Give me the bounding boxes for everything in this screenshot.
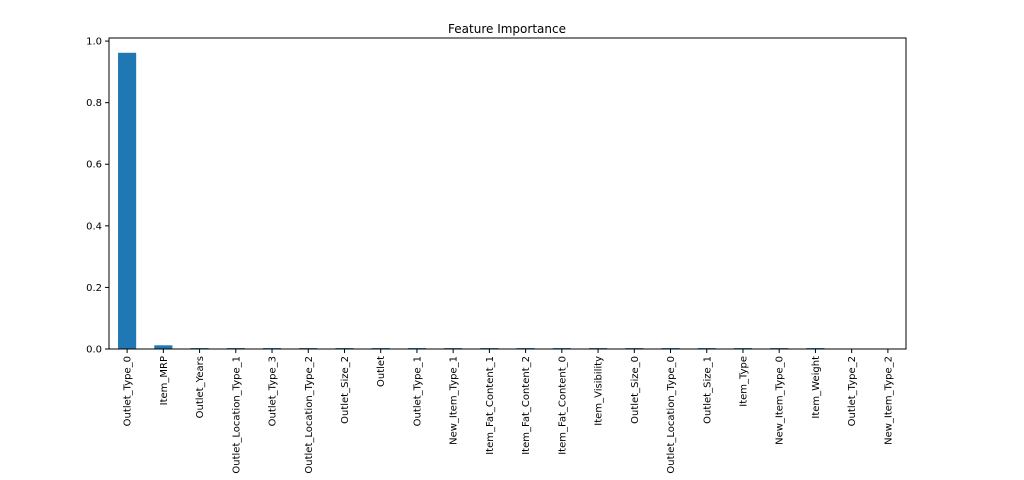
x-tick-label: Outlet_Type_0 xyxy=(123,356,134,426)
x-tick-label: Outlet_Years xyxy=(195,356,206,418)
x-tick-label: Item_Fat_Content_1 xyxy=(485,356,496,455)
x-tick-label: Item_Type xyxy=(738,356,749,407)
x-tick-label: Outlet_Location_Type_0 xyxy=(666,356,677,474)
x-tick-label: Outlet_Size_0 xyxy=(630,356,641,424)
x-tick-label: Item_Fat_Content_2 xyxy=(521,356,532,455)
y-tick-label: 0.0 xyxy=(86,345,102,356)
chart-title: Feature Importance xyxy=(448,22,566,36)
x-tick-label: Outlet_Type_3 xyxy=(268,356,279,426)
x-tick-label: Outlet_Size_2 xyxy=(340,356,351,424)
y-tick-label: 0.6 xyxy=(86,160,102,171)
x-tick-label: Outlet_Size_1 xyxy=(702,356,713,424)
y-tick-label: 0.8 xyxy=(86,98,102,109)
x-tick-label: Outlet xyxy=(376,356,387,387)
x-tick-label: Item_Visibility xyxy=(594,356,605,426)
axes-frame xyxy=(108,37,907,350)
x-tick-label: Outlet_Location_Type_1 xyxy=(231,356,242,474)
x-tick-label: New_Item_Type_1 xyxy=(449,356,460,445)
x-tick-label: Outlet_Location_Type_2 xyxy=(304,356,315,474)
x-tick-label: New_Item_Type_0 xyxy=(775,356,786,445)
x-tick-label: New_Item_Type_2 xyxy=(883,356,894,445)
bar xyxy=(154,345,173,349)
x-tick-label: Item_Fat_Content_0 xyxy=(557,356,568,455)
bar xyxy=(118,52,137,349)
y-tick-label: 1.0 xyxy=(86,37,102,48)
y-tick-label: 0.2 xyxy=(86,283,102,294)
x-tick-label: Outlet_Type_2 xyxy=(847,356,858,426)
x-tick-label: Item_MRP xyxy=(159,356,170,405)
y-tick-label: 0.4 xyxy=(86,221,102,232)
x-tick-label: Item_Weight xyxy=(811,356,822,419)
x-tick-label: Outlet_Type_1 xyxy=(412,356,423,426)
